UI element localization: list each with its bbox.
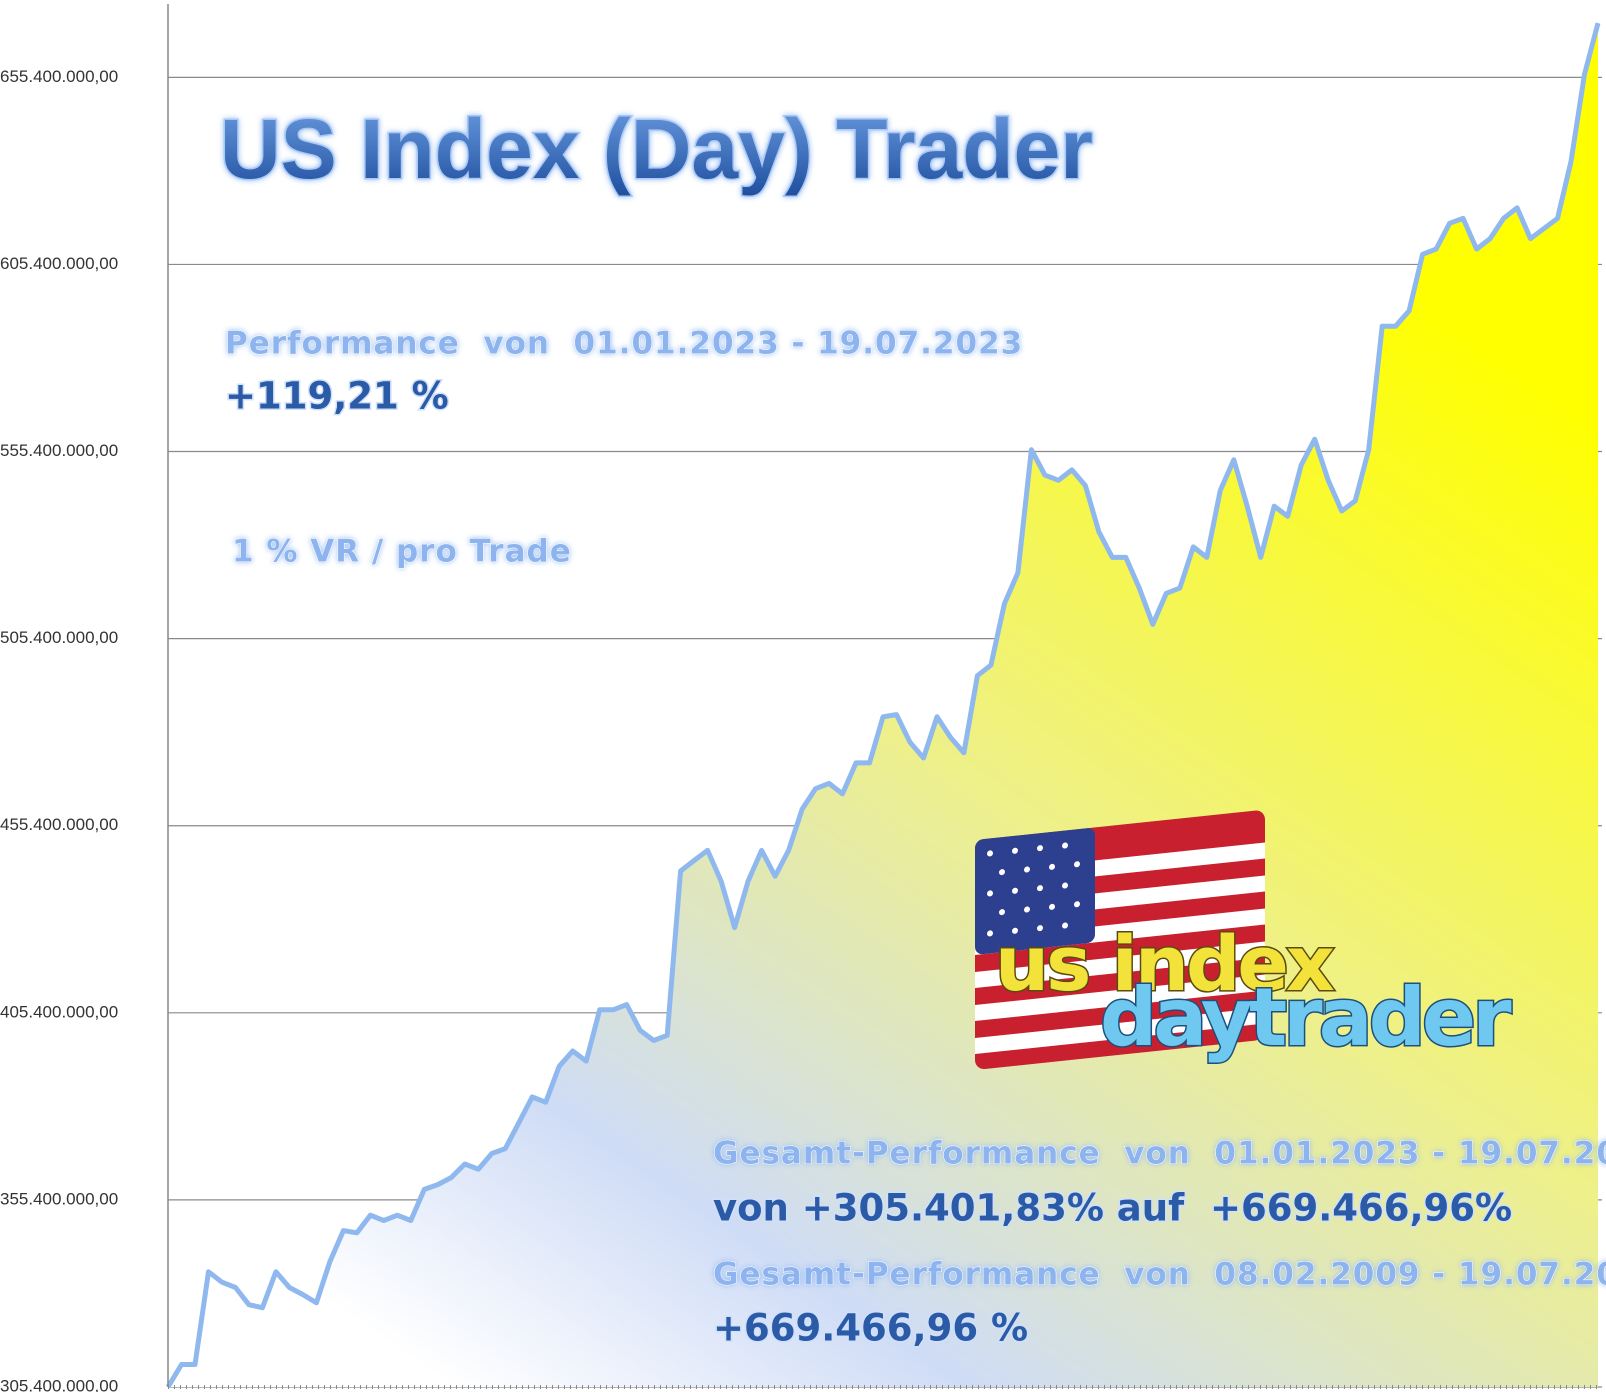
annotation: +669.466,96 % (713, 1307, 1028, 1350)
annotation: von +305.401,83% auf +669.466,96% (713, 1187, 1512, 1230)
annotation: Performance von 01.01.2023 - 19.07.2023 (225, 326, 1023, 362)
flag (975, 810, 1265, 1070)
y-tick-label: 455.400.000,00 (0, 815, 118, 834)
y-tick-label: 305.400.000,00 (0, 1376, 118, 1392)
y-tick-label: 655.400.000,00 (0, 67, 118, 86)
chart-title: US Index (Day) Trader (220, 102, 1093, 196)
y-tick-label: 505.400.000,00 (0, 628, 118, 647)
logo-text: daytrader (1100, 971, 1512, 1064)
y-tick-label: 405.400.000,00 (0, 1002, 118, 1021)
logo: us index daytrader (975, 810, 1518, 1070)
y-tick-label: 605.400.000,00 (0, 254, 118, 273)
logo-text: us index (995, 919, 1334, 1008)
plot-area (165, 22, 1601, 1389)
annotation: Gesamt-Performance von 08.02.2009 - 19.0… (713, 1257, 1606, 1293)
annotation: Gesamt-Performance von 01.01.2023 - 19.0… (713, 1136, 1606, 1172)
y-tick-label: 355.400.000,00 (0, 1189, 118, 1208)
annotation: 1 % VR / pro Trade (232, 534, 572, 570)
area (168, 23, 1598, 1388)
y-tick-label: 555.400.000,00 (0, 441, 118, 460)
annotation: +119,21 % (225, 375, 449, 418)
line (165, 22, 1601, 1389)
